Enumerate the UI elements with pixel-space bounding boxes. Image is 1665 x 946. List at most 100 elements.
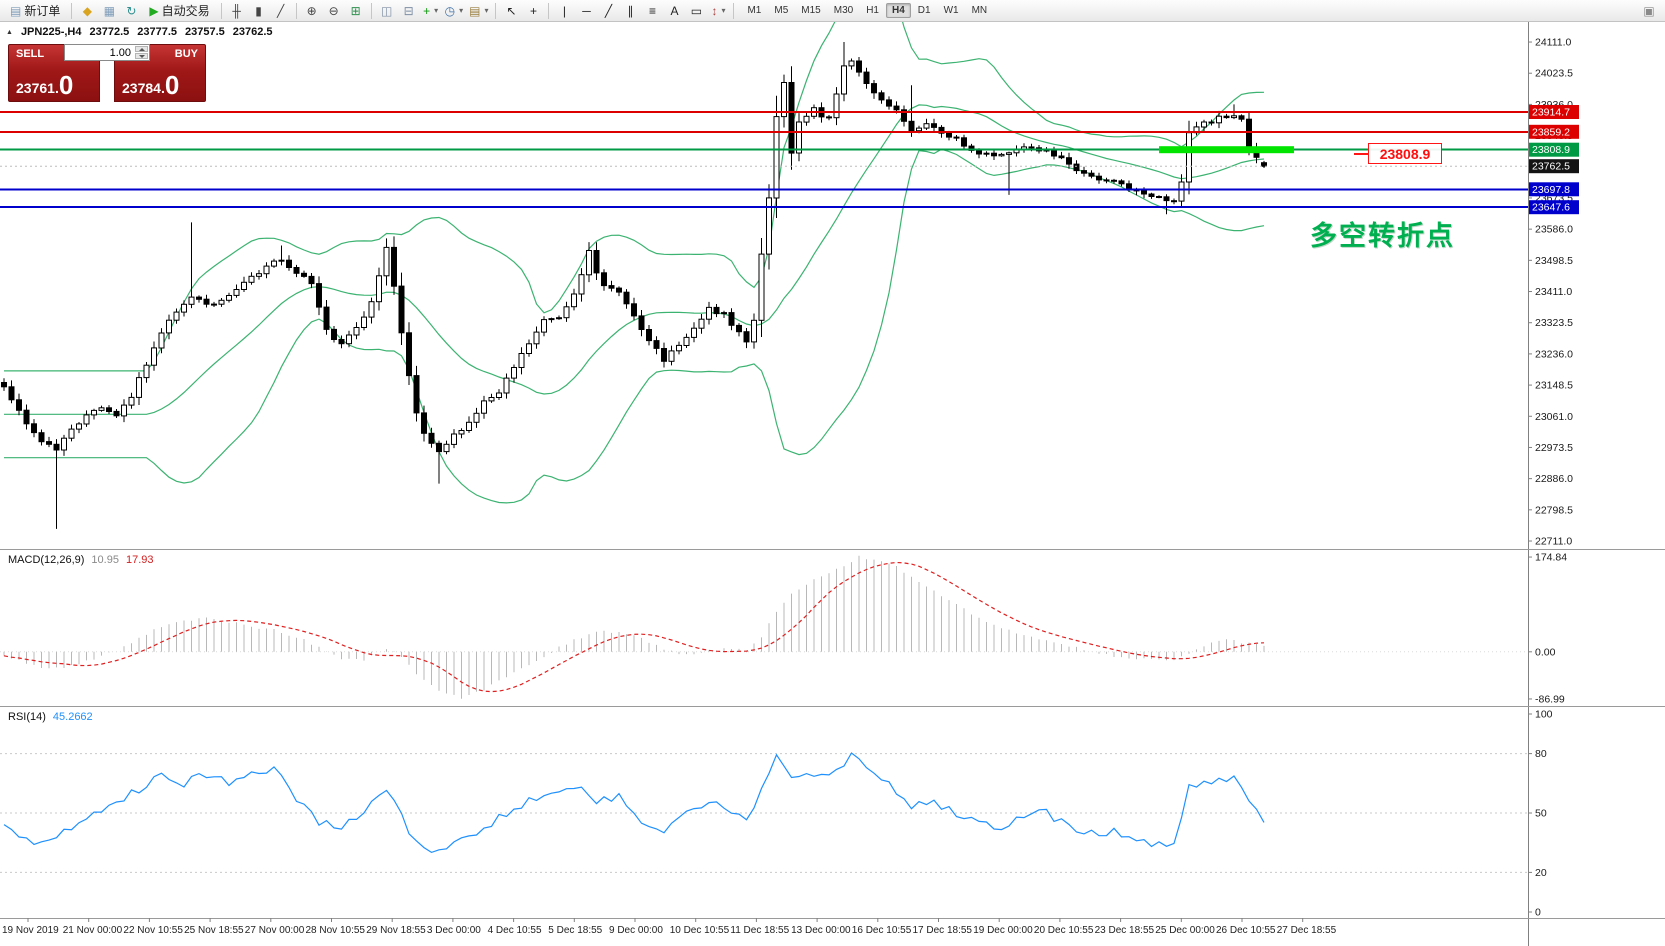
resistance-line-2-price-tag: [1529, 124, 1579, 139]
spinner-up-icon[interactable]: [135, 46, 148, 52]
autotrading-button[interactable]: ▶ 自动交易: [143, 2, 215, 20]
charts-grid-icon: ▦: [103, 3, 116, 18]
green-highlight-bar[interactable]: [1159, 146, 1294, 154]
bar-chart-type-button[interactable]: ╫: [227, 2, 247, 20]
trendline-tool-button[interactable]: ╱: [598, 2, 618, 20]
profiles-button[interactable]: ◆: [77, 2, 97, 20]
buy-price-frac: 0: [164, 70, 180, 100]
toolbar-separator: [370, 2, 372, 19]
templates-button[interactable]: ▤ ▾: [467, 2, 490, 20]
rsi-tick-label: 80: [1535, 748, 1547, 760]
rsi-tick-label: 50: [1535, 808, 1547, 820]
timeframe-h1[interactable]: H1: [866, 5, 879, 16]
timeframe-w1[interactable]: W1: [943, 5, 959, 16]
cursor-button[interactable]: ↖: [501, 2, 521, 20]
time-tick-label: 27 Nov 00:00: [245, 925, 305, 936]
sell-price-dot: .: [54, 80, 59, 96]
price-tick-label: 23323.5: [1535, 317, 1573, 329]
community-icon[interactable]: ▣: [1643, 3, 1655, 18]
quote-panel-toggle-icon[interactable]: ▲: [6, 28, 13, 36]
periods-button[interactable]: ◷ ▾: [443, 2, 466, 20]
channel-icon: ∥: [627, 3, 634, 18]
time-tick-label: 10 Dec 10:55: [670, 925, 730, 936]
dropdown-arrow-icon[interactable]: ▾: [459, 6, 464, 15]
text-icon: A: [670, 3, 679, 18]
tile-windows-button[interactable]: ⊞: [346, 2, 366, 20]
dropdown-arrow-icon[interactable]: ▾: [484, 6, 489, 15]
time-tick-label: 17 Dec 18:55: [913, 925, 973, 936]
crosshair-button[interactable]: +: [523, 2, 543, 20]
channel-tool-button[interactable]: ∥: [620, 2, 640, 20]
price-tick-label: 22798.5: [1535, 504, 1573, 516]
hline-tool-button[interactable]: ─: [576, 2, 596, 20]
one-click-trading-panel: SELL 23761 . 0 BUY 23784 . 0 1.00: [8, 44, 206, 102]
pivot-green-line-price-tag-label: 23808.9: [1532, 144, 1570, 156]
window-icon: ◫: [380, 3, 393, 18]
clock-icon: ◷: [444, 3, 456, 18]
turning-point-text: 多空转折点: [1310, 221, 1455, 251]
timeframe-m1[interactable]: M1: [747, 5, 762, 16]
symbol-info-bar: ▲ JPN225-,H4 23772.5 23777.5 23757.5 237…: [6, 26, 273, 38]
horizontal-line-icon: ─: [582, 3, 591, 18]
time-tick-label: 28 Nov 10:55: [306, 925, 366, 936]
toolbar-separator: [295, 2, 297, 19]
buy-price-main: 23784: [122, 80, 161, 96]
ohlc-bars-icon: ╫: [232, 3, 241, 18]
time-tick-label: 26 Dec 10:55: [1216, 925, 1276, 936]
cascade-window-button[interactable]: ⊟: [399, 2, 419, 20]
candlestick-icon: ▮: [255, 3, 262, 18]
timeframe-m15[interactable]: M15: [801, 5, 821, 16]
time-tick-label: 4 Dec 10:55: [488, 925, 542, 936]
zoom-out-button[interactable]: ⊖: [324, 2, 344, 20]
shapes-tool-button[interactable]: ↕ ▾: [708, 2, 728, 20]
refresh-button[interactable]: ↻: [121, 2, 141, 20]
main-plot: [1, 22, 1267, 529]
text-tool-button[interactable]: A: [664, 2, 684, 20]
label-tool-button[interactable]: ▭: [686, 2, 706, 20]
lot-value: 1.00: [109, 46, 131, 59]
timeframe-mn[interactable]: MN: [971, 5, 988, 16]
candlestick-type-button[interactable]: ▮: [249, 2, 269, 20]
dropdown-arrow-icon[interactable]: ▾: [434, 6, 439, 15]
rsi-tick-label: 20: [1535, 867, 1547, 879]
timeframe-switcher: M1 M5 M15 M30 H1 H4 D1 W1 MN: [741, 3, 993, 18]
timeframe-h4[interactable]: H4: [885, 3, 911, 18]
buy-price: 23784 . 0: [122, 70, 180, 100]
time-tick-label: 16 Dec 10:55: [852, 925, 912, 936]
indicators-button[interactable]: + ▾: [421, 2, 441, 20]
rsi-line: [3, 752, 1265, 854]
dropdown-arrow-icon[interactable]: ▾: [721, 6, 726, 15]
line-chart-type-button[interactable]: ╱: [271, 2, 291, 20]
macd-indicator-label: MACD(12,26,9) 10.95 17.93: [8, 554, 153, 566]
vline-tool-button[interactable]: |: [554, 2, 574, 20]
new-order-button[interactable]: ▤ 新订单: [4, 2, 66, 20]
lot-size-input[interactable]: 1.00: [64, 44, 150, 61]
chart-canvas[interactable]: 24111.024023.523936.023848.523761.023673…: [0, 22, 1665, 946]
time-tick-label: 23 Dec 18:55: [1095, 925, 1155, 936]
price-annotation-box[interactable]: 23808.9: [1354, 143, 1442, 164]
bollinger-upper-line: [4, 22, 1265, 372]
lot-spinner[interactable]: [135, 46, 148, 59]
rsi-indicator-label: RSI(14) 45.2662: [8, 711, 93, 723]
buy-price-dot: .: [160, 80, 165, 96]
zoom-in-icon: ⊕: [306, 3, 317, 18]
price-tick-label: 23061.0: [1535, 411, 1573, 423]
rsi-name: RSI(14): [8, 711, 46, 723]
time-tick-label: 22 Nov 10:55: [123, 925, 183, 936]
price-tick-label: 22973.5: [1535, 442, 1573, 454]
support-line-1-price-tag-label: 23697.8: [1532, 184, 1570, 196]
timeframe-d1[interactable]: D1: [917, 5, 931, 16]
fibonacci-tool-button[interactable]: ≡: [642, 2, 662, 20]
zoom-in-button[interactable]: ⊕: [302, 2, 322, 20]
timeframe-m30[interactable]: M30: [833, 5, 854, 16]
time-tick-label: 11 Dec 18:55: [730, 925, 789, 936]
charts-grid-button[interactable]: ▦: [99, 2, 119, 20]
time-tick-label: 13 Dec 00:00: [791, 925, 851, 936]
macd-name: MACD(12,26,9): [8, 554, 85, 566]
rsi-plot: [0, 752, 1528, 873]
timeframe-m5[interactable]: M5: [774, 5, 789, 16]
spinner-down-icon[interactable]: [135, 53, 148, 59]
arrange-window-button[interactable]: ◫: [377, 2, 397, 20]
line-chart-icon: ╱: [276, 3, 285, 18]
